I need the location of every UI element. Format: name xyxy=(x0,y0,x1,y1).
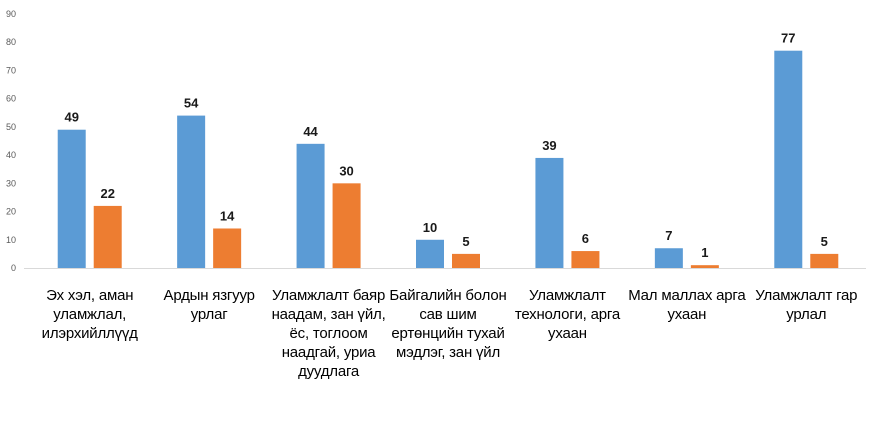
data-label: 39 xyxy=(542,138,556,153)
x-category-label: Уламжлалт гар урлал xyxy=(755,287,858,323)
x-category-label: Ардын язгуур урлаг xyxy=(163,287,255,323)
x-category-label: Уламжлалт баяр наадам, зан үйл, ёс, тогл… xyxy=(271,287,386,380)
x-category-label: Мал маллах арга ухаан xyxy=(628,287,746,323)
data-label: 14 xyxy=(220,208,235,223)
bar-series-1-6 xyxy=(654,248,683,268)
x-category-label: Байгалийн болон сав шим ертөнцийн тухай … xyxy=(389,287,507,361)
data-label: 5 xyxy=(821,234,828,249)
data-label: 30 xyxy=(339,163,353,178)
y-tick-label: 0 xyxy=(11,263,16,273)
bar-series-1-1 xyxy=(57,129,86,268)
bar-series-2-5 xyxy=(571,251,600,268)
bar-series-1-2 xyxy=(177,115,206,268)
x-category-label: Уламжлалт технологи, арга ухаан xyxy=(514,287,620,342)
y-tick-label: 80 xyxy=(6,37,16,47)
bar-series-2-4 xyxy=(452,253,480,268)
bar-series-2-2 xyxy=(213,228,242,268)
x-category-label: Эх хэл, аман уламжлал, илэрхийллүүд xyxy=(41,287,138,342)
y-tick-label: 10 xyxy=(6,235,16,245)
y-tick-label: 60 xyxy=(6,94,16,104)
y-tick-label: 70 xyxy=(6,65,16,75)
y-tick-label: 50 xyxy=(6,122,16,132)
data-label: 54 xyxy=(184,96,199,111)
bar-series-1-7 xyxy=(774,50,803,268)
y-tick-label: 40 xyxy=(6,150,16,160)
bar-series-2-6 xyxy=(690,265,719,268)
data-label: 49 xyxy=(64,110,78,125)
y-tick-label: 20 xyxy=(6,207,16,217)
data-label: 10 xyxy=(423,220,437,235)
bar-series-2-3 xyxy=(332,183,361,268)
y-tick-label: 90 xyxy=(6,9,16,19)
bar-series-2-7 xyxy=(810,253,839,268)
data-label: 6 xyxy=(582,231,589,246)
data-label: 1 xyxy=(701,245,708,260)
data-label: 44 xyxy=(303,124,318,139)
bar-series-1-3 xyxy=(296,143,325,268)
bar-series-2-1 xyxy=(93,205,122,268)
data-label: 77 xyxy=(781,31,795,46)
bar-series-1-4 xyxy=(416,239,444,268)
bar-series-1-5 xyxy=(535,157,564,268)
data-label: 22 xyxy=(100,186,114,201)
data-label: 5 xyxy=(462,234,469,249)
data-label: 7 xyxy=(665,228,672,243)
y-tick-label: 30 xyxy=(6,178,16,188)
